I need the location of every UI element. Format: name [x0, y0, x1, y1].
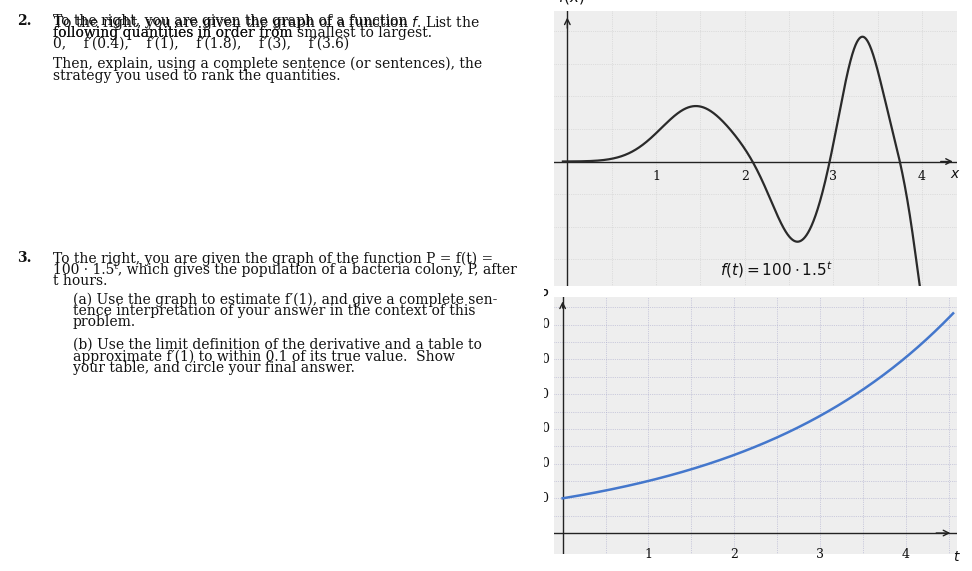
Text: (b) Use the limit definition of the derivative and a table to: (b) Use the limit definition of the deri… — [73, 338, 482, 352]
Text: strategy you used to rank the quantities.: strategy you used to rank the quantities… — [53, 69, 341, 83]
Text: 100: 100 — [526, 492, 550, 505]
Text: To the right, you are given the graph of a function $f$. List the: To the right, you are given the graph of… — [53, 14, 480, 33]
Text: following quantities in order from: following quantities in order from — [53, 26, 294, 40]
Text: 100 · 1.5ᵗ, which gives the population of a bacteria colony, P, after: 100 · 1.5ᵗ, which gives the population o… — [53, 263, 517, 277]
Text: approximate f′(1) to within 0.1 of its true value.  Show: approximate f′(1) to within 0.1 of its t… — [73, 349, 455, 364]
Text: 600: 600 — [526, 318, 550, 331]
Text: 0,    f′(0.4),    f′(1),    f′(1.8),    f′(3),    f′(3.6): 0, f′(0.4), f′(1), f′(1.8), f′(3), f′(3.… — [53, 37, 350, 51]
Text: 2: 2 — [730, 548, 738, 561]
Text: 1: 1 — [644, 548, 652, 561]
Text: $f(x)$: $f(x)$ — [558, 0, 585, 6]
Text: Then, explain, using a complete sentence (or sentences), the: Then, explain, using a complete sentence… — [53, 57, 482, 71]
Text: 3: 3 — [816, 548, 824, 561]
Text: (a) Use the graph to estimate f′(1), and give a complete sen-: (a) Use the graph to estimate f′(1), and… — [73, 292, 498, 307]
Text: t hours.: t hours. — [53, 274, 108, 288]
Text: 200: 200 — [526, 457, 550, 470]
Text: 500: 500 — [526, 353, 550, 366]
Text: 3: 3 — [829, 170, 837, 183]
Text: following quantities in order from smallest to largest.: following quantities in order from small… — [53, 26, 433, 40]
Text: 4: 4 — [918, 170, 926, 183]
Text: 1: 1 — [652, 170, 660, 183]
Text: 3.: 3. — [17, 251, 32, 266]
Text: 400: 400 — [526, 388, 550, 401]
Text: 2.: 2. — [17, 14, 32, 29]
Text: tence interpretation of your answer in the context of this: tence interpretation of your answer in t… — [73, 304, 475, 318]
Text: To the right, you are given the graph of the function P = f(t) =: To the right, you are given the graph of… — [53, 251, 494, 266]
Text: 4: 4 — [902, 548, 910, 561]
Text: 300: 300 — [526, 423, 550, 435]
Text: $t$: $t$ — [954, 550, 961, 564]
Text: To the right, you are given the graph of a function: To the right, you are given the graph of… — [53, 14, 408, 29]
Text: problem.: problem. — [73, 315, 136, 329]
Text: $P$: $P$ — [538, 288, 549, 304]
Text: 2: 2 — [741, 170, 748, 183]
Text: $f(t) = 100 \cdot 1.5^t$: $f(t) = 100 \cdot 1.5^t$ — [719, 259, 832, 280]
Text: your table, and circle your final answer.: your table, and circle your final answer… — [73, 361, 355, 375]
Text: $x$: $x$ — [951, 167, 961, 181]
